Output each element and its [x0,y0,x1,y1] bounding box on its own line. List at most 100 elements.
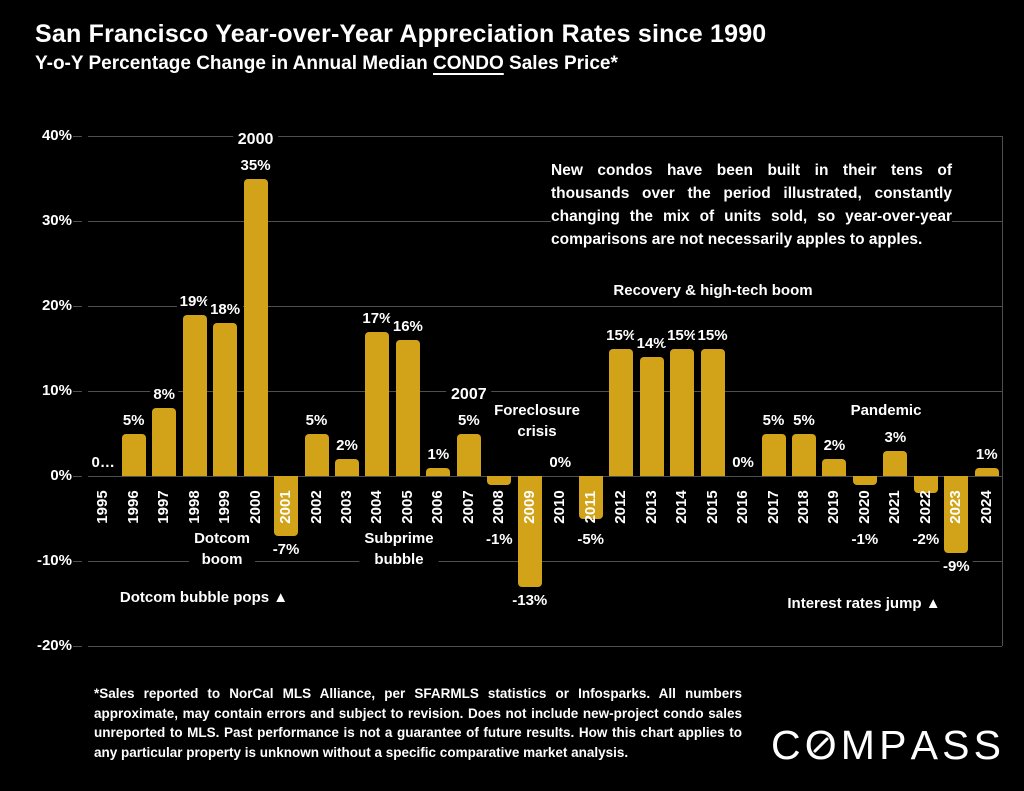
bar-2012 [609,348,634,476]
x-axis-label-2012: 2012 [612,490,630,524]
bar-value-label-2006: 1% [424,444,453,465]
x-axis-label-2019: 2019 [825,490,843,524]
x-axis-label-2008: 2008 [490,490,508,524]
gridline--10% [88,561,1002,562]
bar-value-label-2022: -2% [909,530,943,550]
bar-2002 [304,433,329,476]
bar-2014 [670,348,695,476]
y-axis-label-20%: 20% [41,297,72,314]
logo-letter: C [771,722,801,768]
year-callout-2000: 2000 [232,129,279,150]
logo-letter: S [973,722,1001,768]
bar-2000 [243,178,268,476]
bar-2011 [578,476,603,519]
annotation-dotcom-bubble-pops: Dotcom bubble pops ▲ [114,586,294,609]
bar-value-label-2024: 1% [972,444,1001,465]
x-axis-label-2002: 2002 [307,490,325,524]
x-axis-label-2023: 2023 [947,490,965,524]
subtitle-underlined-word: CONDO [433,53,504,74]
x-axis-label-1997: 1997 [155,490,173,524]
annotation-line: Foreclosure [494,402,580,419]
y-axis-label--10%: -10% [36,552,72,569]
bar-2007 [456,433,481,476]
footnote-text: *Sales reported to NorCal MLS Alliance, … [94,686,742,760]
bar-value-label-2015: 15% [694,325,731,346]
gridline--20% [88,646,1002,647]
y-axis-label--20%: -20% [36,637,72,654]
y-axis-tick [73,221,82,222]
bar-value-label-2002: 5% [302,410,331,431]
bar-value-label-2004: 17% [359,308,396,329]
annotation-line: bubble [374,551,424,568]
bar-value-label-2012: 15% [603,325,640,346]
bar-value-label-2023: -9% [939,556,973,577]
bar-2008 [487,476,512,485]
bar-value-label-1995: 0… [88,453,118,473]
bar-value-label-2018: 5% [790,410,818,431]
bar-1997 [152,408,177,476]
bar-value-label-2019: 2% [820,436,849,456]
x-axis-label-2003: 2003 [337,490,355,524]
compass-needle-icon [812,736,829,754]
bar-2013 [639,357,664,476]
x-axis-label-2001: 2001 [277,490,295,524]
x-axis-label-2010: 2010 [551,490,569,524]
x-axis-label-2005: 2005 [398,490,416,524]
bar-2019 [822,459,847,476]
bar-2004 [365,331,390,476]
gridline-40% [88,136,1002,137]
x-axis-label-2006: 2006 [429,490,447,524]
page-subtitle: Y-o-Y Percentage Change in Annual Median… [35,53,618,75]
y-axis-label-0%: 0% [50,467,72,484]
annotation-pandemic: Pandemic [845,399,927,422]
bar-value-label-2003: 2% [333,436,361,456]
annotation-line: Pandemic [850,402,922,419]
x-axis-label-2024: 2024 [977,490,995,524]
bar-value-label-2016: 0% [729,453,757,473]
year-callout-2007: 2007 [446,384,492,405]
note-text: New condos have been built in their tens… [551,159,952,251]
bar-value-label-2007: 5% [454,410,483,431]
annotation-line: crisis [517,423,557,440]
subtitle-suffix: Sales Price* [503,53,618,74]
x-axis-label-1995: 1995 [94,490,112,524]
bar-1996 [121,433,146,476]
gridline-20% [88,306,1002,307]
bar-value-label-2009: -13% [509,590,551,611]
bar-value-label-2000: 35% [237,155,274,176]
x-axis-label-2017: 2017 [764,490,782,524]
x-axis-label-1999: 1999 [216,490,234,524]
bar-value-label-2005: 16% [389,317,426,337]
annotation-line: Dotcom [194,530,250,547]
y-axis-tick [73,646,82,647]
bar-2018 [791,433,816,476]
y-axis-label-10%: 10% [41,382,72,399]
annotation-foreclosure-crisis: Foreclosure crisis [489,399,585,443]
bar-value-label-2011: -5% [574,530,608,550]
bar-2001 [274,476,299,536]
gridline-30% [88,221,1002,222]
bar-value-label-2014: 15% [664,325,701,346]
bar-2009 [517,476,542,587]
annotation-line: Subprime [364,530,434,547]
y-axis-label-30%: 30% [41,212,72,229]
annotation-line: Recovery & high-tech boom [613,282,813,299]
logo-letter: S [942,722,970,768]
page-title: San Francisco Year-over-Year Appreciatio… [35,20,767,48]
x-axis-label-2000: 2000 [246,490,264,524]
bar-2003 [334,459,359,476]
x-axis-label-2007: 2007 [459,490,477,524]
logo-letter: P [879,722,907,768]
annotation-line: Interest rates jump ▲ [787,595,941,612]
bar-value-label-2008: -1% [482,530,516,550]
bar-2005 [395,340,420,476]
y-axis-tick [73,476,82,477]
bar-2021 [883,450,908,476]
x-axis-label-2013: 2013 [642,490,660,524]
bar-2023 [944,476,969,553]
x-axis-label-2020: 2020 [855,490,873,524]
x-axis-label-2014: 2014 [673,490,691,524]
bar-2006 [426,467,451,476]
bar-value-label-2010: 0% [546,453,575,473]
y-axis-tick [73,306,82,307]
